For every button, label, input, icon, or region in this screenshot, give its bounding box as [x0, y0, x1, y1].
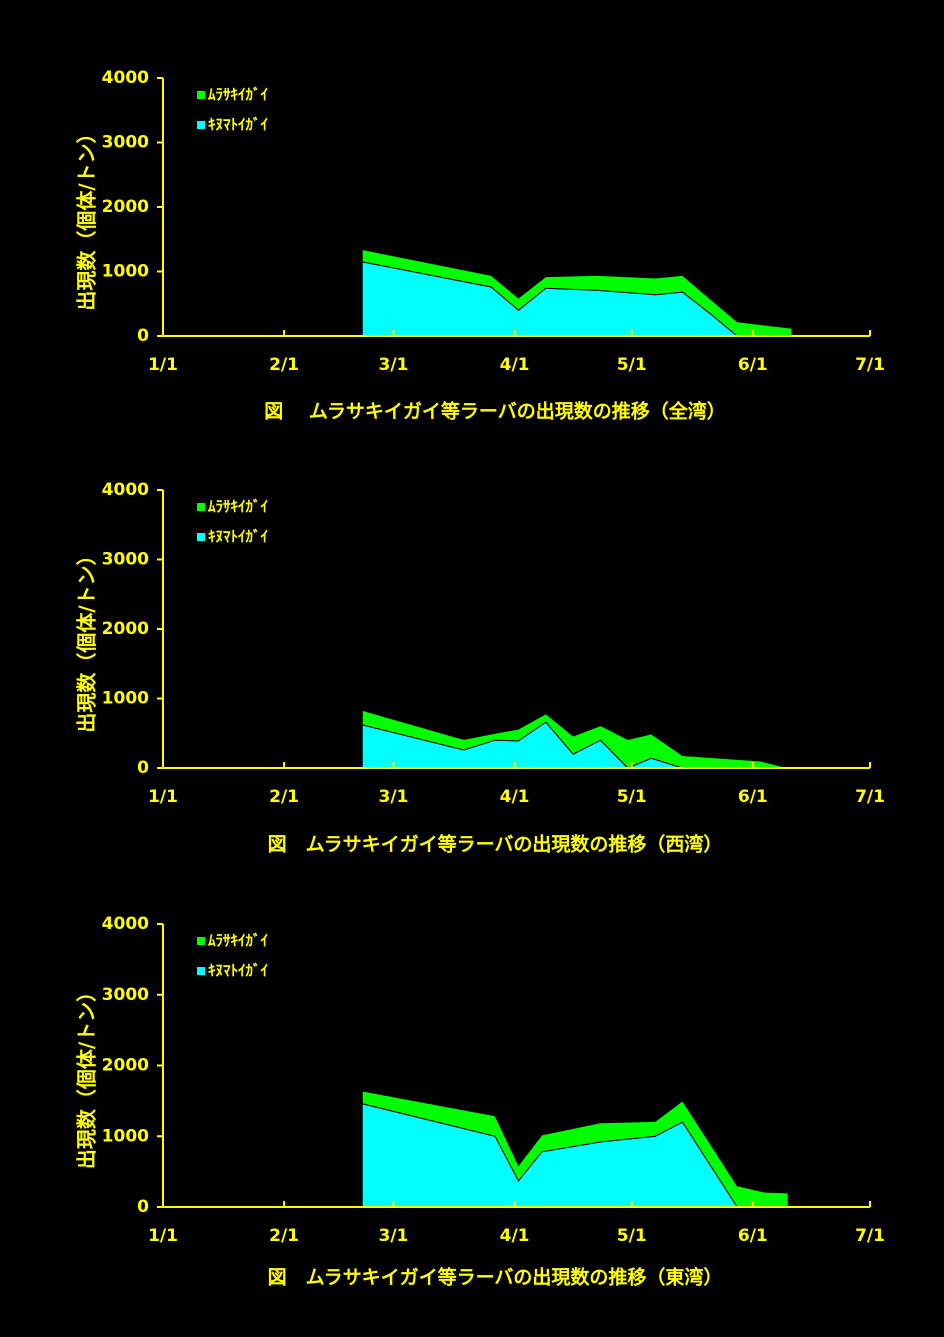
x-tick-label: 6/1	[738, 787, 768, 807]
x-tick-label: 4/1	[500, 355, 530, 375]
legend-label: ｷﾇﾏﾄｲｶﾞｲ	[208, 528, 268, 546]
x-tick-label: 1/1	[148, 787, 178, 807]
y-tick-label: 0	[137, 758, 149, 778]
x-tick-label: 2/1	[269, 1226, 299, 1246]
x-tick-label: 5/1	[617, 787, 647, 807]
x-tick-label: 3/1	[379, 1226, 409, 1246]
y-tick-label: 2000	[102, 197, 149, 217]
x-tick-label: 3/1	[379, 787, 409, 807]
y-tick-label: 3000	[102, 550, 149, 570]
legend-swatch	[197, 91, 205, 99]
y-axis-label: 出現数（個体/トン）	[75, 123, 99, 310]
y-tick-label: 3000	[102, 133, 149, 153]
x-tick-label: 7/1	[855, 1226, 885, 1246]
y-tick-label: 4000	[102, 480, 149, 500]
legend-swatch	[197, 121, 205, 129]
chart-title: 図 ムラサキイガイ等ラーバの出現数の推移（西湾）	[268, 833, 723, 856]
legend-label: ﾑﾗｻｷｲｶﾞｲ	[208, 932, 268, 950]
x-tick-label: 5/1	[617, 355, 647, 375]
chart-title: 図 ムラサキイガイ等ラーバの出現数の推移（全湾）	[264, 400, 725, 423]
y-tick-label: 2000	[102, 1056, 149, 1076]
x-tick-label: 1/1	[148, 355, 178, 375]
x-tick-label: 6/1	[738, 1226, 768, 1246]
legend-label: ﾑﾗｻｷｲｶﾞｲ	[208, 498, 268, 516]
x-tick-label: 4/1	[500, 1226, 530, 1246]
x-tick-label: 7/1	[855, 355, 885, 375]
x-tick-label: 5/1	[617, 1226, 647, 1246]
legend-swatch	[197, 533, 205, 541]
x-tick-label: 2/1	[269, 787, 299, 807]
legend-swatch	[197, 967, 205, 975]
y-axis-label: 出現数（個体/トン）	[75, 545, 99, 732]
legend-label: ｷﾇﾏﾄｲｶﾞｲ	[208, 962, 268, 980]
x-tick-label: 2/1	[269, 355, 299, 375]
y-tick-label: 0	[137, 326, 149, 346]
x-tick-label: 6/1	[738, 355, 768, 375]
y-tick-label: 4000	[102, 914, 149, 934]
legend-label: ﾑﾗｻｷｲｶﾞｲ	[208, 86, 268, 104]
x-tick-label: 1/1	[148, 1226, 178, 1246]
x-tick-label: 3/1	[379, 355, 409, 375]
y-axis-label: 出現数（個体/トン）	[75, 982, 99, 1169]
legend-swatch	[197, 937, 205, 945]
y-tick-label: 1000	[102, 1126, 149, 1146]
legend-label: ｷﾇﾏﾄｲｶﾞｲ	[208, 116, 268, 134]
x-tick-label: 4/1	[500, 787, 530, 807]
y-tick-label: 1000	[102, 689, 149, 709]
y-tick-label: 1000	[102, 262, 149, 282]
y-tick-label: 0	[137, 1197, 149, 1217]
legend-swatch	[197, 503, 205, 511]
chart-title: 図 ムラサキイガイ等ラーバの出現数の推移（東湾）	[268, 1266, 723, 1289]
y-tick-label: 4000	[102, 68, 149, 88]
x-tick-label: 7/1	[855, 787, 885, 807]
y-tick-label: 2000	[102, 619, 149, 639]
y-tick-label: 3000	[102, 985, 149, 1005]
